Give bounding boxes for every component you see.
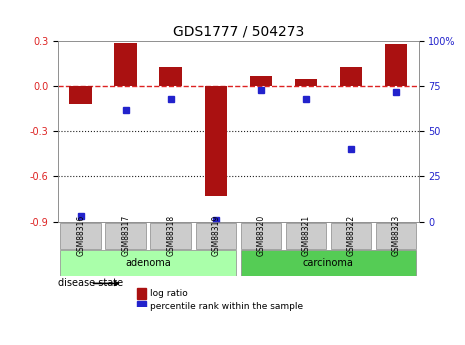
Bar [69, 87, 92, 105]
Text: GSM88320: GSM88320 [256, 215, 266, 256]
Text: adenoma: adenoma [126, 258, 171, 268]
Bar [138, 288, 146, 299]
Bar [159, 67, 182, 87]
Bar [114, 43, 137, 87]
FancyBboxPatch shape [240, 223, 281, 248]
Text: GSM88319: GSM88319 [211, 215, 220, 256]
Bar [339, 67, 362, 87]
Bar [250, 76, 272, 87]
FancyBboxPatch shape [106, 223, 146, 248]
Title: GDS1777 / 504273: GDS1777 / 504273 [173, 25, 304, 39]
Bar [205, 87, 227, 196]
Bar [295, 79, 317, 87]
FancyBboxPatch shape [60, 250, 236, 276]
Text: disease state: disease state [58, 278, 123, 288]
Bar [385, 45, 407, 87]
FancyBboxPatch shape [60, 223, 101, 248]
FancyBboxPatch shape [151, 223, 191, 248]
FancyBboxPatch shape [331, 223, 371, 248]
FancyBboxPatch shape [286, 223, 326, 248]
Text: GSM88323: GSM88323 [392, 215, 400, 256]
Text: GSM88321: GSM88321 [301, 215, 310, 256]
Text: carcinoma: carcinoma [303, 258, 354, 268]
Text: log ratio: log ratio [150, 289, 188, 298]
Bar [138, 301, 146, 312]
FancyBboxPatch shape [376, 223, 416, 248]
Text: GSM88318: GSM88318 [166, 215, 175, 256]
Text: GSM88322: GSM88322 [346, 215, 355, 256]
FancyBboxPatch shape [195, 223, 236, 248]
FancyBboxPatch shape [240, 250, 416, 276]
Text: GSM88317: GSM88317 [121, 215, 130, 256]
Text: percentile rank within the sample: percentile rank within the sample [150, 302, 303, 311]
Text: GSM88316: GSM88316 [76, 215, 85, 256]
